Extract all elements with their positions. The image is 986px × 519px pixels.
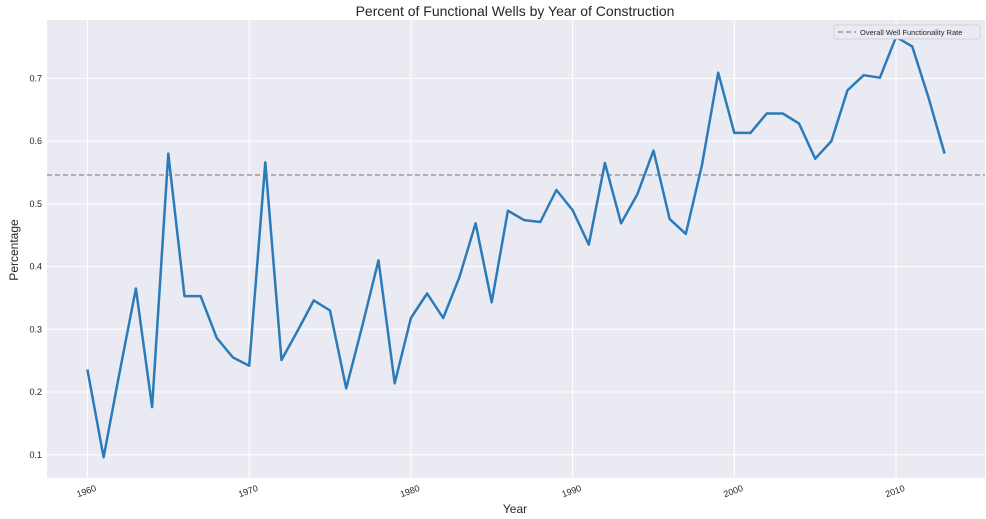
- y-tick-label: 0.7: [29, 73, 42, 83]
- y-axis-label: Percentage: [7, 219, 21, 281]
- x-tick-label: 2000: [722, 483, 744, 499]
- legend-box: [833, 24, 981, 40]
- y-tick-label: 0.3: [29, 324, 42, 334]
- series-line: [86, 35, 946, 459]
- x-tick-label: 1990: [560, 483, 582, 499]
- y-tick-label: 0.4: [29, 262, 42, 272]
- y-tick-label: 0.5: [29, 199, 42, 209]
- legend-label: Overall Well Functionality Rate: [860, 28, 962, 37]
- x-axis-label: Year: [503, 502, 527, 516]
- y-tick-label: 0.1: [29, 450, 42, 460]
- plot-background: [47, 20, 985, 478]
- x-tick-label: 1960: [75, 483, 97, 499]
- x-tick-label: 1970: [237, 483, 259, 499]
- x-tick-label: 2010: [884, 483, 906, 499]
- y-tick-label: 0.2: [29, 387, 42, 397]
- chart-title: Percent of Functional Wells by Year of C…: [356, 3, 675, 19]
- x-tick-label: 1980: [399, 483, 421, 499]
- grid: [47, 20, 985, 478]
- y-tick-label: 0.6: [29, 136, 42, 146]
- legend: Overall Well Functionality Rate: [833, 24, 981, 40]
